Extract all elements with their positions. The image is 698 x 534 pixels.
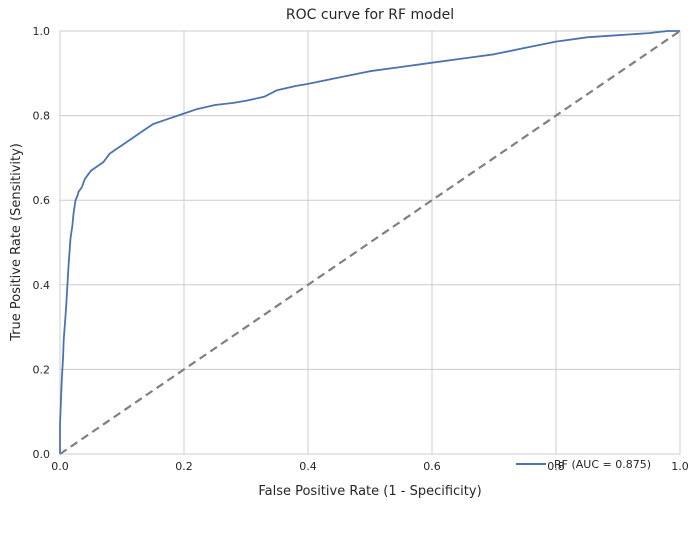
y-tick-label: 0.2 <box>33 363 51 376</box>
y-tick-label: 0.6 <box>33 194 51 207</box>
y-tick-label: 0.4 <box>33 279 51 292</box>
y-tick-labels: 0.0 0.2 0.4 0.6 0.8 1.0 <box>33 25 51 461</box>
x-tick-label: 0.8 <box>547 460 565 473</box>
y-tick-label: 1.0 <box>33 25 51 38</box>
y-axis-label: True Positive Rate (Sensitivity) <box>9 143 24 342</box>
y-tick-label: 0.8 <box>33 110 51 123</box>
legend: RF (AUC = 0.875) <box>516 458 651 471</box>
y-tick-label: 0.0 <box>33 448 51 461</box>
reference-diagonal-line <box>59 30 681 455</box>
series-layer <box>59 30 681 455</box>
x-tick-label: 0.6 <box>423 460 441 473</box>
x-tick-label: 0.4 <box>299 460 317 473</box>
legend-label-rf: RF (AUC = 0.875) <box>554 458 651 471</box>
grid <box>59 30 681 455</box>
x-axis-label: False Positive Rate (1 - Specificity) <box>258 484 481 499</box>
x-tick-label: 1.0 <box>671 460 689 473</box>
roc-curve-line <box>59 30 680 454</box>
chart-title: ROC curve for RF model <box>286 7 454 23</box>
x-tick-label: 0.0 <box>51 460 69 473</box>
x-tick-label: 0.2 <box>175 460 193 473</box>
x-tick-labels: 0.0 0.2 0.4 0.6 0.8 1.0 <box>51 460 689 473</box>
